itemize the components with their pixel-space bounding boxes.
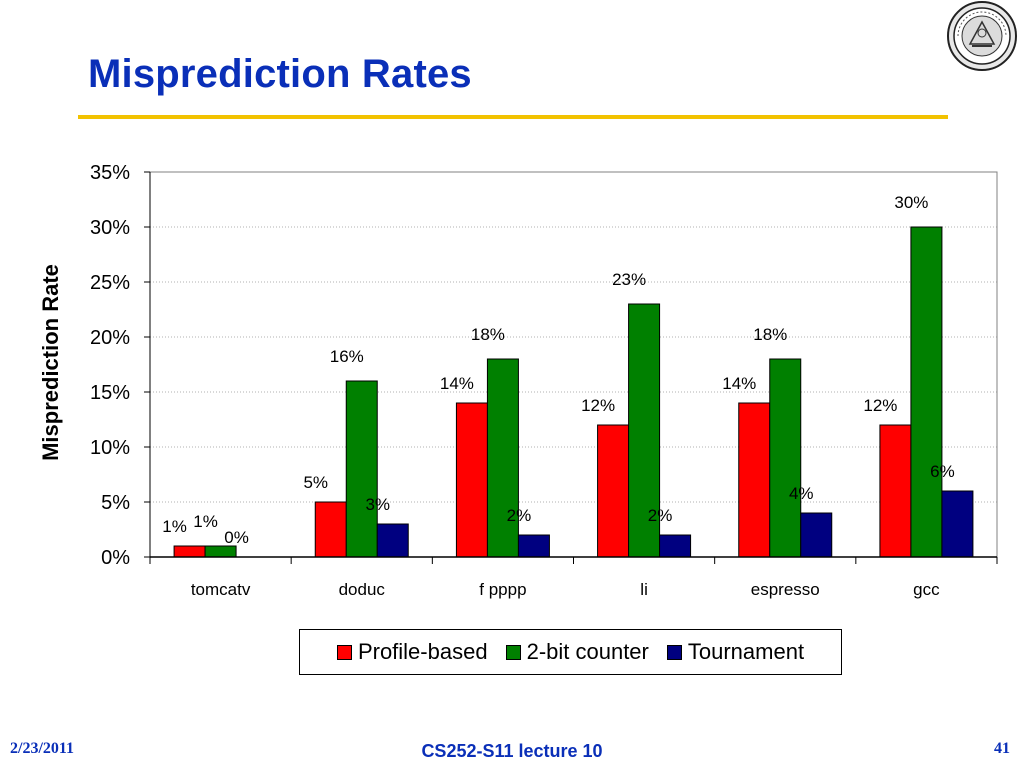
data-label: 14% — [440, 374, 474, 393]
chart-legend: Profile-based 2-bit counter Tournament — [299, 629, 842, 675]
bar — [800, 512, 833, 558]
data-label: 2% — [507, 506, 532, 525]
legend-swatch-tournament — [666, 644, 682, 660]
axes: 0% 5% 10% 15% 20% 25% 30% 35% tomcatv doduc f pppp… — [90, 162, 998, 599]
legend-swatch-2-bit-counter — [505, 644, 521, 660]
data-labels: 1% 1% 0% 5% 16% 3% 14% 18% 2% 12% 23% 2% 14% 18% 4% 12%… — [162, 193, 954, 547]
slide-title: Misprediction Rates — [88, 52, 472, 96]
data-label: 16% — [330, 347, 364, 366]
bars — [173, 226, 974, 558]
bar — [376, 523, 409, 558]
x-tick-label: gcc — [913, 580, 940, 599]
legend-swatch-profile-based — [336, 644, 352, 660]
footer-date: 2/23/2011 — [10, 740, 75, 757]
data-label: 2% — [648, 506, 673, 525]
legend-item-tournament: Tournament — [666, 639, 805, 665]
legend-item-profile-based: Profile-based — [336, 639, 488, 665]
x-tick-label: f pppp — [479, 580, 526, 599]
footer-page-number: 41 — [994, 740, 1010, 757]
x-tick-label: li — [640, 580, 648, 599]
legend-item-2-bit-counter: 2-bit counter — [505, 639, 649, 665]
bar — [173, 545, 206, 558]
y-tick-label: 20% — [90, 327, 130, 349]
data-label: 12% — [581, 396, 615, 415]
data-label: 5% — [303, 473, 328, 492]
bar — [455, 402, 488, 558]
y-tick-label: 10% — [90, 437, 130, 459]
y-tick-label: 5% — [101, 492, 130, 514]
bar — [517, 534, 550, 558]
data-label: 4% — [789, 484, 814, 503]
bar — [879, 424, 912, 558]
bar — [628, 303, 661, 558]
x-tick-label: doduc — [339, 580, 386, 599]
plot-area — [149, 171, 998, 558]
data-label: 14% — [722, 374, 756, 393]
data-label: 1% — [193, 512, 218, 531]
bar — [597, 424, 630, 558]
data-label: 6% — [930, 462, 955, 481]
bar — [910, 226, 943, 558]
bar — [769, 358, 802, 558]
legend-label-tournament: Tournament — [687, 639, 805, 664]
university-seal-logo — [947, 1, 1017, 71]
data-label: 3% — [365, 495, 390, 514]
x-tick-label: tomcatv — [191, 580, 251, 599]
bar — [204, 545, 237, 558]
data-label: 18% — [471, 325, 505, 344]
y-axis-title: Misprediction Rate — [38, 264, 63, 461]
y-tick-label: 25% — [90, 272, 130, 294]
bar — [659, 534, 692, 558]
x-tick-label: espresso — [751, 580, 820, 599]
footer-course: CS252-S11 lecture 10 — [421, 741, 603, 761]
data-label: 1% — [162, 517, 187, 536]
title-underline — [78, 115, 948, 119]
bar — [345, 380, 378, 558]
data-label: 0% — [224, 528, 249, 547]
y-tick-label: 30% — [90, 217, 130, 239]
bar — [314, 501, 347, 558]
gridlines — [150, 171, 997, 503]
y-tick-label: 15% — [90, 382, 130, 404]
bar — [941, 490, 974, 558]
bar — [486, 358, 519, 558]
misprediction-bar-chart: 0% 5% 10% 15% 20% 25% 30% 35% tomcatv doduc f pppp… — [38, 162, 998, 599]
bar — [738, 402, 771, 558]
legend-label-profile-based: Profile-based — [357, 639, 488, 664]
data-label: 18% — [753, 325, 787, 344]
y-tick-label: 35% — [90, 162, 130, 184]
legend-label-2-bit-counter: 2-bit counter — [526, 639, 649, 664]
data-label: 30% — [894, 193, 928, 212]
data-label: 12% — [863, 396, 897, 415]
y-tick-label: 0% — [101, 547, 130, 569]
data-label: 23% — [612, 270, 646, 289]
